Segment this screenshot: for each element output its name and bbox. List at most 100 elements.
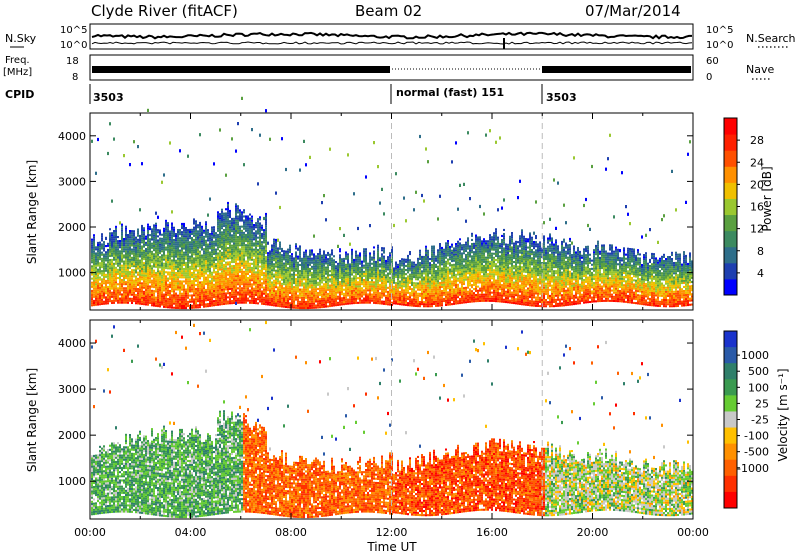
data-cell xyxy=(173,269,175,272)
data-cell xyxy=(135,279,137,282)
data-cell xyxy=(107,294,109,297)
data-cell xyxy=(101,245,103,248)
data-cell xyxy=(363,285,365,288)
data-cell xyxy=(181,239,183,242)
data-cell xyxy=(251,269,253,272)
data-cell xyxy=(235,279,237,282)
data-cell xyxy=(125,248,127,251)
data-cell xyxy=(265,266,267,269)
data-cell xyxy=(173,290,175,293)
data-cell xyxy=(303,251,305,254)
data-cell xyxy=(191,290,193,293)
data-cell xyxy=(241,281,243,284)
data-cell xyxy=(279,257,281,260)
data-cell xyxy=(249,266,251,269)
data-cell xyxy=(383,249,385,252)
data-cell xyxy=(177,294,179,297)
data-cell xyxy=(221,214,223,217)
data-cell xyxy=(321,293,323,296)
data-cell xyxy=(169,300,171,303)
data-cell xyxy=(165,246,167,249)
data-cell xyxy=(187,251,189,254)
data-cell xyxy=(293,259,295,262)
data-cell xyxy=(121,285,123,288)
data-cell xyxy=(97,252,99,255)
data-cell xyxy=(407,291,409,294)
data-cell xyxy=(363,293,365,296)
data-cell xyxy=(277,263,279,266)
data-cell xyxy=(135,300,137,303)
data-cell xyxy=(279,247,281,250)
data-cell xyxy=(179,300,181,303)
data-cell xyxy=(159,282,161,285)
data-cell xyxy=(145,252,147,255)
data-cell xyxy=(175,296,177,299)
data-cell xyxy=(387,299,389,302)
data-cell xyxy=(121,256,123,259)
data-cell xyxy=(369,256,371,259)
data-cell xyxy=(237,277,239,280)
data-cell xyxy=(331,259,333,262)
data-cell xyxy=(103,243,105,246)
data-cell xyxy=(153,292,155,295)
data-cell xyxy=(247,229,249,232)
data-cell xyxy=(381,288,383,291)
data-cell xyxy=(269,264,271,267)
data-cell xyxy=(149,240,151,243)
data-cell xyxy=(369,281,371,284)
data-cell xyxy=(209,267,211,270)
data-cell xyxy=(223,224,225,227)
data-cell xyxy=(355,287,357,290)
data-cell xyxy=(369,291,371,294)
data-cell xyxy=(147,231,149,234)
data-cell xyxy=(185,257,187,260)
data-cell xyxy=(129,266,131,269)
data-cell xyxy=(243,291,245,294)
data-cell xyxy=(149,297,151,300)
data-cell xyxy=(97,295,99,298)
data-cell xyxy=(173,265,175,268)
data-cell xyxy=(205,223,207,226)
data-cell xyxy=(303,282,305,285)
data-cell xyxy=(107,292,109,295)
data-cell xyxy=(345,300,347,303)
data-cell xyxy=(165,293,167,296)
data-cell xyxy=(235,219,237,222)
data-cell xyxy=(279,260,281,263)
data-cell xyxy=(153,230,155,233)
data-cell xyxy=(313,261,315,264)
data-cell xyxy=(373,281,375,284)
data-cell xyxy=(299,257,301,260)
data-cell xyxy=(177,231,179,234)
data-cell xyxy=(207,274,209,277)
data-cell xyxy=(323,293,325,296)
data-cell xyxy=(157,229,159,232)
data-cell xyxy=(211,228,213,231)
data-cell xyxy=(357,271,359,274)
data-cell xyxy=(149,277,151,280)
data-cell xyxy=(223,272,225,275)
data-cell xyxy=(221,225,223,228)
data-cell xyxy=(241,262,243,265)
data-cell xyxy=(193,284,195,287)
data-cell xyxy=(219,293,221,296)
data-cell xyxy=(103,241,105,244)
data-cell xyxy=(237,221,239,224)
data-cell xyxy=(251,232,253,235)
data-cell xyxy=(275,273,277,276)
data-cell xyxy=(207,278,209,281)
data-cell xyxy=(165,287,167,290)
data-cell xyxy=(327,278,329,281)
data-cell xyxy=(217,295,219,298)
data-cell xyxy=(217,242,219,245)
data-cell xyxy=(217,266,219,269)
data-cell xyxy=(153,242,155,245)
data-cell xyxy=(265,260,267,263)
data-cell xyxy=(263,255,265,258)
data-cell xyxy=(169,263,171,266)
data-cell xyxy=(269,262,271,265)
data-cell xyxy=(125,270,127,273)
data-cell xyxy=(237,266,239,269)
data-cell xyxy=(323,297,325,300)
data-cell xyxy=(137,271,139,274)
